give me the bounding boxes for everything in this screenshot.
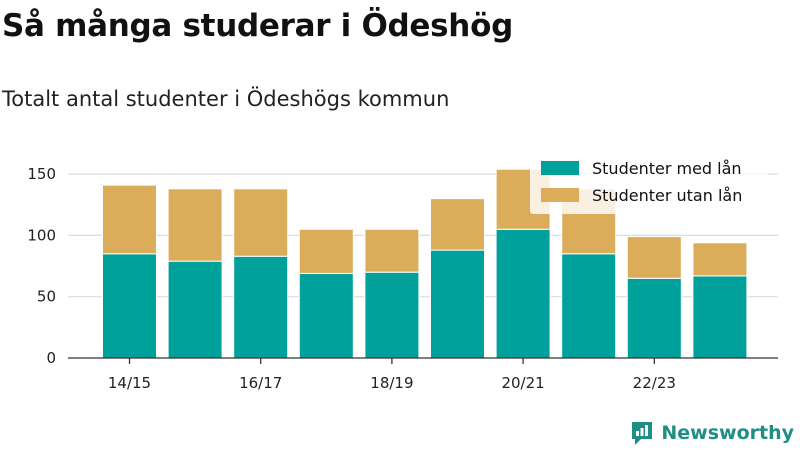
legend-swatch [541,161,579,175]
bar-segment-med-lan [364,271,420,359]
bar-segment-med-lan [430,249,485,359]
y-tick-label: 50 [37,288,56,306]
y-tick-label: 100 [27,226,56,244]
brand-name: Newsworthy [661,422,794,444]
bar-segment-utan-lan [364,228,420,273]
chart-subtitle: Totalt antal studenter i Ödeshögs kommun [2,87,450,111]
y-axis-ticks: 0 50 100 150 [27,165,56,367]
bar-segment-utan-lan [692,242,748,277]
newsworthy-logo-icon [632,422,653,445]
y-tick-label: 0 [46,349,56,367]
bar-segment-utan-lan [102,184,157,255]
brand: Newsworthy [629,420,794,446]
bar-segment-med-lan [561,253,617,359]
legend-box [530,152,768,214]
bar-segment-med-lan [233,255,289,359]
bar-segment-med-lan [102,253,157,359]
bar-segment-utan-lan [233,188,289,257]
bars [102,168,748,359]
bar-segment-med-lan [626,277,682,359]
x-axis: 14/15 16/17 18/19 20/21 22/23 [68,357,778,392]
x-tick-label: 16/17 [239,374,282,392]
chart-title: Så många studerar i Ödeshög [2,8,513,44]
bar-segment-med-lan [167,260,223,359]
bar-segment-utan-lan [298,228,354,274]
bar-segment-med-lan [692,275,748,359]
legend-swatch [541,188,579,202]
x-tick-label: 18/19 [370,374,413,392]
bar-segment-med-lan [495,228,551,359]
bar-segment-utan-lan [167,188,223,262]
bar-segment-utan-lan [430,198,485,251]
x-tick-label: 20/21 [501,374,544,392]
bar-segment-utan-lan [626,236,682,279]
x-tick-label: 22/23 [633,374,676,392]
bar-segment-med-lan [298,272,354,359]
legend: Studenter med lån Studenter utan lån [530,152,768,214]
legend-label: Studenter utan lån [592,186,742,205]
x-tick-label: 14/15 [108,374,151,392]
legend-label: Studenter med lån [592,159,742,178]
y-tick-label: 150 [27,165,56,183]
